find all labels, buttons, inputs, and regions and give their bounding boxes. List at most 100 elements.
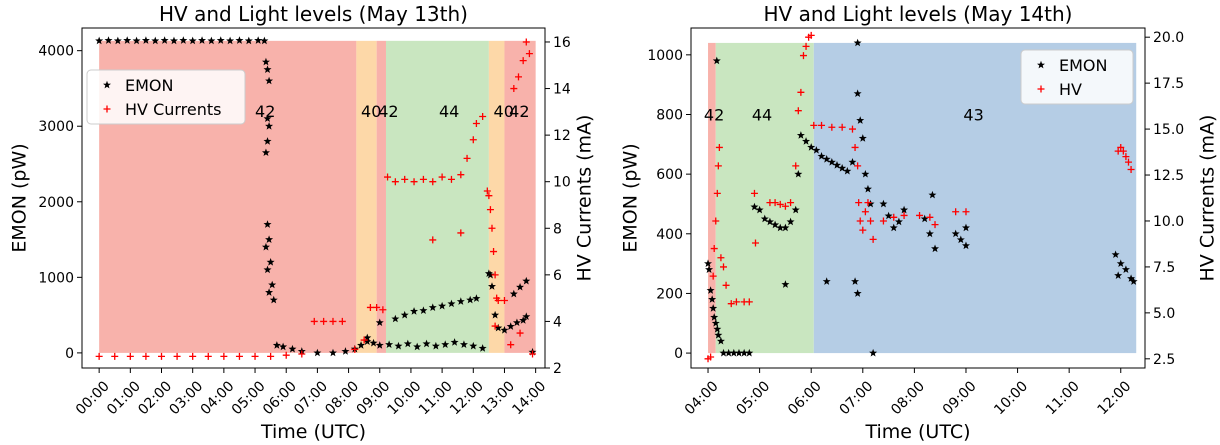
hv-point-22 [379,306,387,314]
x-tick-label-11: 11:00 [416,378,456,418]
hv-point-11 [267,352,275,360]
emon-point-6 [151,36,160,45]
emon-point-40 [341,347,350,355]
y-tick-label-2: 2000 [38,195,74,211]
emon-point-68 [486,270,495,279]
emon-point-4 [132,36,141,45]
hv-point-47 [926,213,934,221]
hv-point-11 [727,300,735,308]
region-label-1: 40 [361,102,381,121]
emon-point-20 [263,65,272,73]
x-tick-label-10: 10:00 [385,378,425,418]
y-axis-label: EMON (pW) [620,143,642,252]
emon-point-5 [141,36,150,44]
legend: EMON HV Currents [86,69,246,125]
x-tick-label-8: 12:00 [1095,378,1135,418]
emon-point-22 [263,114,272,123]
hv-point-38 [859,226,867,234]
hv-point-55 [1124,158,1132,166]
emon-point-72 [506,322,515,330]
region-label-1: 44 [752,105,772,124]
y-tick-label-3: 3000 [38,119,74,135]
emon-point-24 [261,148,270,157]
emon-point-25 [791,205,800,214]
emon-point-35 [838,163,847,172]
emon-point-46 [385,340,394,348]
x-tick-label-5: 05:00 [229,378,269,418]
emon-point-81 [363,333,372,342]
y2-tick-label-1: 5.0 [1153,306,1175,322]
emon-point-46 [822,277,831,285]
emon-point-61 [961,223,970,232]
hv-point-2 [709,272,717,280]
emon-point-67 [484,269,493,277]
hv-point-41 [867,217,875,225]
hv-point-0 [95,352,103,360]
emon-point-52 [441,340,450,348]
hv-point-51 [519,57,527,65]
emon-point-49 [879,199,888,208]
hv-point-37 [856,217,864,225]
hv-point-16 [751,239,759,247]
hv-point-47 [491,322,499,330]
emon-point-11 [719,348,728,357]
emon-point-41 [853,38,862,47]
y-tick-label-4: 800 [656,107,683,123]
legend-marker-glyph-0 [1037,60,1045,69]
legend: EMON HV [1020,49,1134,105]
emon-point-21 [771,220,780,229]
x-tick-label-6: 06:00 [260,378,300,418]
hv-point-19 [776,200,784,208]
hv-point-35 [854,162,862,170]
hv-point-1 [707,353,715,361]
legend-box [86,69,246,125]
x-tick-label-4: 08:00 [888,378,928,418]
hv-point-36 [429,236,437,244]
emon-point-2 [113,36,122,45]
emon-point-40 [858,134,867,142]
emon-point-35 [279,342,288,351]
emon-point-61 [428,303,437,311]
emon-point-78 [522,276,531,285]
hv-point-20 [366,303,374,311]
plot-frame [690,27,1146,369]
hv-point-15 [320,317,328,325]
emon-point-10 [188,36,197,45]
y-tick-label-5: 1000 [647,48,683,64]
legend-marker-emon [103,80,111,89]
x-tick-label-6: 10:00 [991,378,1031,418]
y2-tick-label-0: 2 [553,361,562,377]
emon-point-6 [711,319,720,327]
emon-point-29 [807,143,816,151]
legend-label-hv: HV [1059,80,1082,99]
emon-point-3 [123,36,132,44]
emon-point-54 [459,340,468,348]
y-tick-label-0: 0 [65,346,74,362]
legend-marker-hv-currents [103,105,111,113]
emon-point-45 [869,348,878,357]
hv-point-39 [861,208,869,216]
hv-point-13 [298,350,306,358]
emon-point-1 [705,265,714,273]
emon-point-34 [272,341,281,349]
legend-marker-emon [1037,60,1045,69]
hv-point-8 [717,254,725,262]
chart-may-14: 42 44 43 04:00 05:00 06:00 07:00 08:00 09:00 10:… [620,2,1219,443]
emon-point-57 [391,314,400,323]
emon-point-38 [313,348,322,357]
emon-point-16 [244,36,253,45]
x-tick-label-1: 05:00 [733,378,773,418]
x-tick-label-8: 08:00 [322,378,362,418]
emon-point-31 [268,280,277,289]
emon-point-30 [263,265,272,274]
hv-point-46 [500,296,508,304]
hv-point-30 [818,121,826,129]
hv-point-7 [204,352,212,360]
y-tick-label-1: 200 [656,286,683,302]
emon-point-18 [260,36,269,45]
hv-point-16 [329,317,337,325]
y2-axis-ticks: 2.5 5.0 7.5 10.0 12.5 15.0 17.5 20.0 [1145,30,1184,368]
hv-point-8 [220,352,228,360]
emon-point-53 [900,205,909,214]
hv-point-53 [525,50,533,58]
